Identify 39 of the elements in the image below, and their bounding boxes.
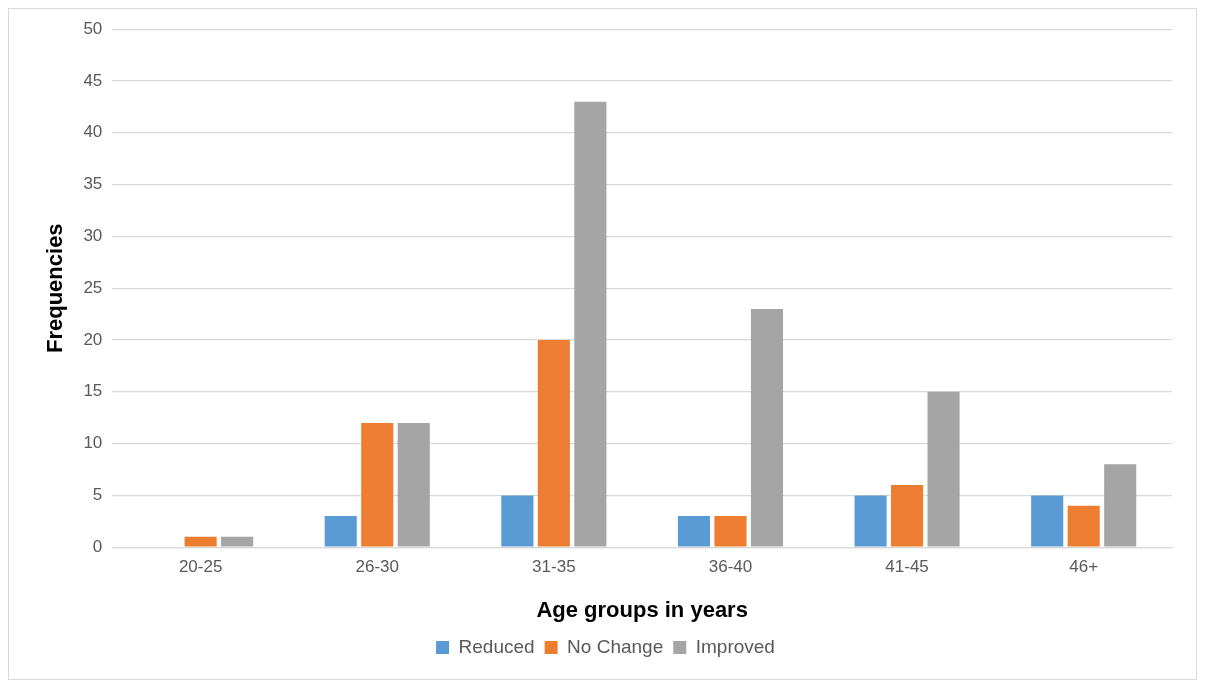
y-tick-label: 5 bbox=[92, 485, 103, 505]
y-tick-label: 30 bbox=[83, 226, 103, 246]
y-tick-label: 45 bbox=[83, 70, 103, 90]
y-tick-label: 10 bbox=[83, 433, 103, 453]
bar bbox=[324, 516, 357, 547]
bar bbox=[1104, 464, 1137, 547]
bar bbox=[854, 495, 887, 547]
x-tick-label: 41-45 bbox=[885, 557, 929, 577]
bar bbox=[537, 340, 570, 547]
bar bbox=[891, 485, 924, 547]
x-axis-title: Age groups in years bbox=[536, 596, 748, 622]
bar bbox=[574, 101, 607, 547]
y-tick-label: 0 bbox=[92, 536, 103, 556]
bar bbox=[714, 516, 747, 547]
y-tick-label: 15 bbox=[83, 381, 103, 401]
bar bbox=[750, 308, 784, 547]
y-tick-label: 20 bbox=[83, 329, 103, 349]
x-tick-label: 46+ bbox=[1069, 557, 1099, 577]
y-tick-label: 25 bbox=[83, 277, 103, 297]
bar bbox=[501, 495, 534, 547]
bar bbox=[397, 422, 430, 547]
bar bbox=[1067, 505, 1100, 547]
legend-label: Improved bbox=[695, 635, 775, 657]
legend-label: Reduced bbox=[458, 635, 535, 657]
y-axis-title: Frequencies bbox=[42, 223, 68, 353]
x-tick-label: 31-35 bbox=[532, 557, 576, 577]
bar bbox=[361, 422, 394, 547]
y-tick-label: 35 bbox=[83, 174, 103, 194]
x-tick-label: 26-30 bbox=[355, 557, 399, 577]
y-tick-label: 50 bbox=[83, 18, 103, 38]
x-tick-label: 36-40 bbox=[708, 557, 753, 577]
bar bbox=[221, 536, 254, 547]
legend-label: No Change bbox=[567, 635, 664, 657]
bar bbox=[677, 516, 711, 547]
bar bbox=[1031, 495, 1064, 547]
bar bbox=[927, 391, 960, 547]
bar bbox=[184, 536, 217, 547]
y-tick-label: 40 bbox=[83, 122, 103, 142]
x-tick-label: 20-25 bbox=[178, 557, 223, 577]
